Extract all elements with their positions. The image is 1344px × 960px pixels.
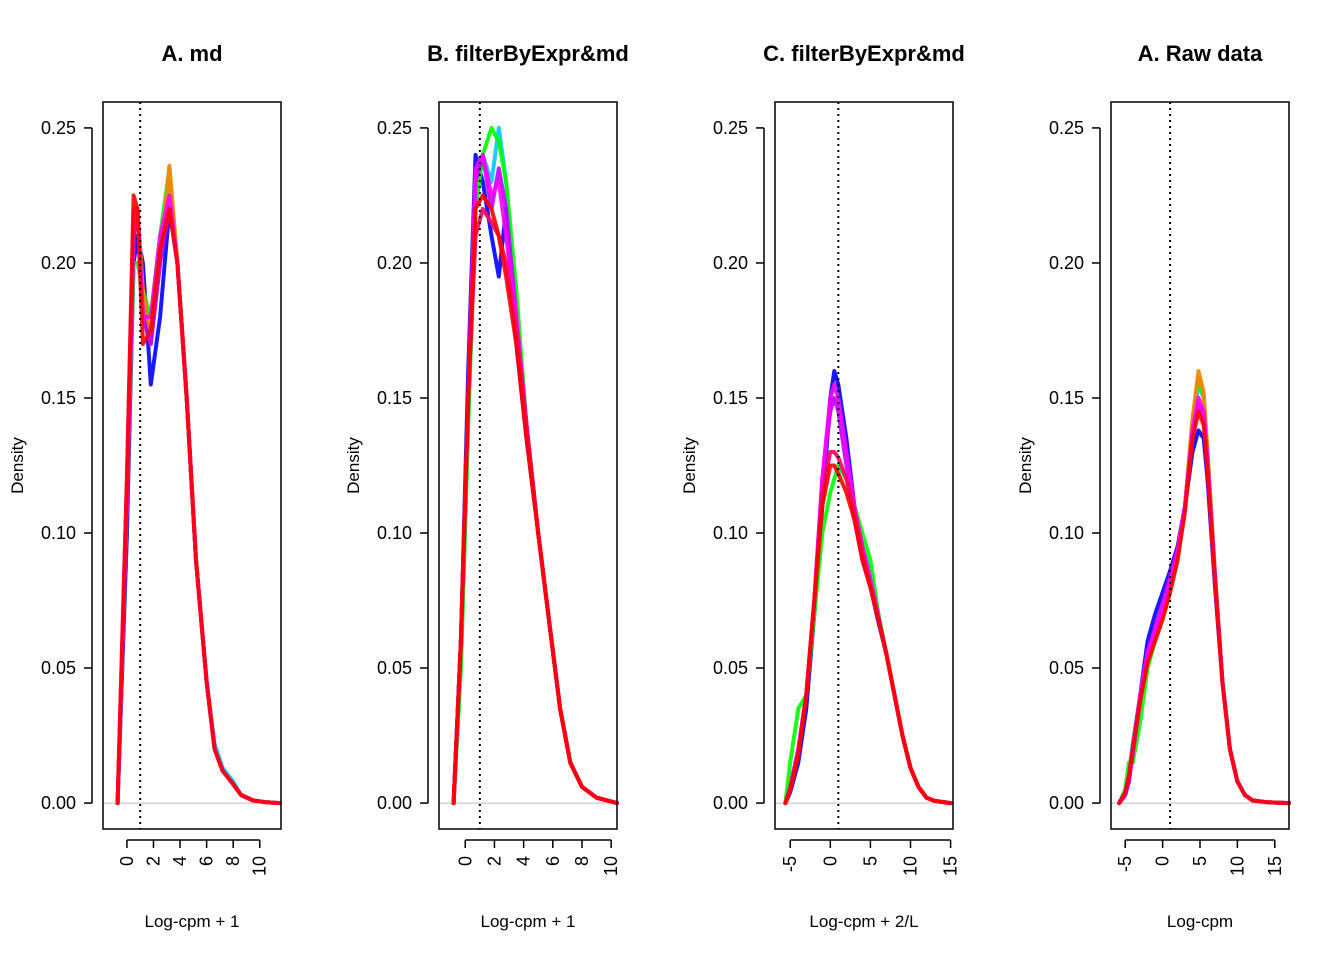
density-line-7 <box>451 193 619 806</box>
x-tick-label: 10 <box>1227 856 1247 876</box>
y-axis-label: Density <box>8 437 27 494</box>
x-tick-label: 5 <box>1190 856 1210 866</box>
y-tick-label: 0.15 <box>1049 388 1084 408</box>
x-tick-label: 0 <box>820 856 840 866</box>
x-axis-label: Log-cpm <box>1167 912 1233 931</box>
x-tick-label: 10 <box>250 856 270 876</box>
plot-frame <box>1110 101 1290 830</box>
y-tick-label: 0.05 <box>713 658 748 678</box>
x-tick-label: 10 <box>901 856 921 876</box>
y-tick-label: 0.00 <box>377 793 412 813</box>
y-tick-label: 0.10 <box>41 523 76 543</box>
y-tick-label: 0.15 <box>41 388 76 408</box>
x-tick-label: 0 <box>455 856 475 866</box>
y-tick-label: 0.25 <box>713 118 748 138</box>
x-tick-label: 8 <box>572 856 592 866</box>
y-tick-label: 0.25 <box>377 118 412 138</box>
x-tick-label: 2 <box>484 856 504 866</box>
y-tick-label: 0.00 <box>41 793 76 813</box>
y-tick-label: 0.10 <box>713 523 748 543</box>
plot-frame <box>774 101 954 830</box>
density-line-5 <box>783 382 953 806</box>
plot-frame <box>102 101 282 830</box>
y-tick-label: 0.20 <box>1049 253 1084 273</box>
x-tick-label: 10 <box>601 856 621 876</box>
density-line-7 <box>783 463 953 806</box>
x-tick-label: 4 <box>170 856 190 866</box>
x-axis: -5 0 5 10 15 Log-cpm + 2/L <box>780 839 961 931</box>
x-axis-label: Log-cpm + 1 <box>145 912 240 931</box>
x-tick-label: 8 <box>223 856 243 866</box>
x-axis-label: Log-cpm + 2/L <box>809 912 918 931</box>
y-tick-label: 0.15 <box>377 388 412 408</box>
y-tick-label: 0.00 <box>713 793 748 813</box>
x-axis-label: Log-cpm + 1 <box>481 912 576 931</box>
x-tick-label: 4 <box>514 856 534 866</box>
x-tick-label: 0 <box>117 856 137 866</box>
panel-title: A. md <box>161 41 222 66</box>
x-tick-label: 2 <box>143 856 163 866</box>
x-tick-label: 5 <box>860 856 880 866</box>
y-tick-label: 0.05 <box>41 658 76 678</box>
x-tick-label: 15 <box>1265 856 1285 876</box>
panel-3: C. filterByExpr&md0.000.050.100.150.200.… <box>680 41 965 931</box>
density-line-2 <box>451 152 619 806</box>
y-tick-label: 0.20 <box>713 253 748 273</box>
density-line-2 <box>783 369 953 806</box>
y-axis: 0.00 0.05 0.10 0.15 0.20 0.25 Density <box>680 118 765 813</box>
density-line-4 <box>451 152 619 806</box>
y-tick-label: 0.10 <box>377 523 412 543</box>
y-axis-label: Density <box>1016 437 1035 494</box>
panel-title: B. filterByExpr&md <box>427 41 629 66</box>
y-axis: 0.00 0.05 0.10 0.15 0.20 0.25 Density <box>1016 118 1101 813</box>
x-tick-label: 6 <box>543 856 563 866</box>
panel-title: A. Raw data <box>1138 41 1263 66</box>
y-tick-label: 0.05 <box>1049 658 1084 678</box>
x-tick-label: -5 <box>780 856 800 872</box>
y-tick-label: 0.15 <box>713 388 748 408</box>
y-tick-label: 0.20 <box>377 253 412 273</box>
plot-frame <box>438 101 618 830</box>
x-axis: 0 2 4 6 8 10 Log-cpm + 1 <box>455 839 621 931</box>
density-line-7 <box>1117 409 1291 806</box>
y-tick-label: 0.05 <box>377 658 412 678</box>
y-tick-label: 0.00 <box>1049 793 1084 813</box>
density-line-2 <box>1117 428 1291 806</box>
panel-4: A. Raw data 0.00 0.05 0.10 0.15 0.20 0.25 Densi… <box>1016 41 1291 931</box>
panel-2: B. filterByExpr&md0.000.050.100.150.200.… <box>344 41 629 931</box>
x-tick-label: 6 <box>197 856 217 866</box>
x-tick-label: 15 <box>941 856 961 876</box>
x-axis: -5 0 5 10 15 Log-cpm <box>1115 839 1285 931</box>
x-axis: 0 2 4 6 8 10 Log-cpm + 1 <box>117 839 270 931</box>
density-line-5 <box>451 152 619 806</box>
density-line-7 <box>115 193 282 806</box>
y-tick-label: 0.25 <box>1049 118 1084 138</box>
y-axis: 0.00 0.05 0.10 0.15 0.20 0.25 Density <box>344 118 429 813</box>
panel-1: A. md 0.00 0.05 0.10 0.15 0.20 0.25 Density 0 2 4 6… <box>8 41 282 931</box>
x-tick-label: -5 <box>1115 856 1135 872</box>
y-axis: 0.00 0.05 0.10 0.15 0.20 0.25 Density <box>8 118 93 813</box>
density-line-4 <box>783 396 953 806</box>
panel-title: C. filterByExpr&md <box>763 41 965 66</box>
y-axis-label: Density <box>680 437 699 494</box>
density-line-1 <box>783 382 953 806</box>
y-tick-label: 0.10 <box>1049 523 1084 543</box>
y-tick-label: 0.20 <box>41 253 76 273</box>
y-tick-label: 0.25 <box>41 118 76 138</box>
x-tick-label: 0 <box>1153 856 1173 866</box>
y-axis-label: Density <box>344 437 363 494</box>
